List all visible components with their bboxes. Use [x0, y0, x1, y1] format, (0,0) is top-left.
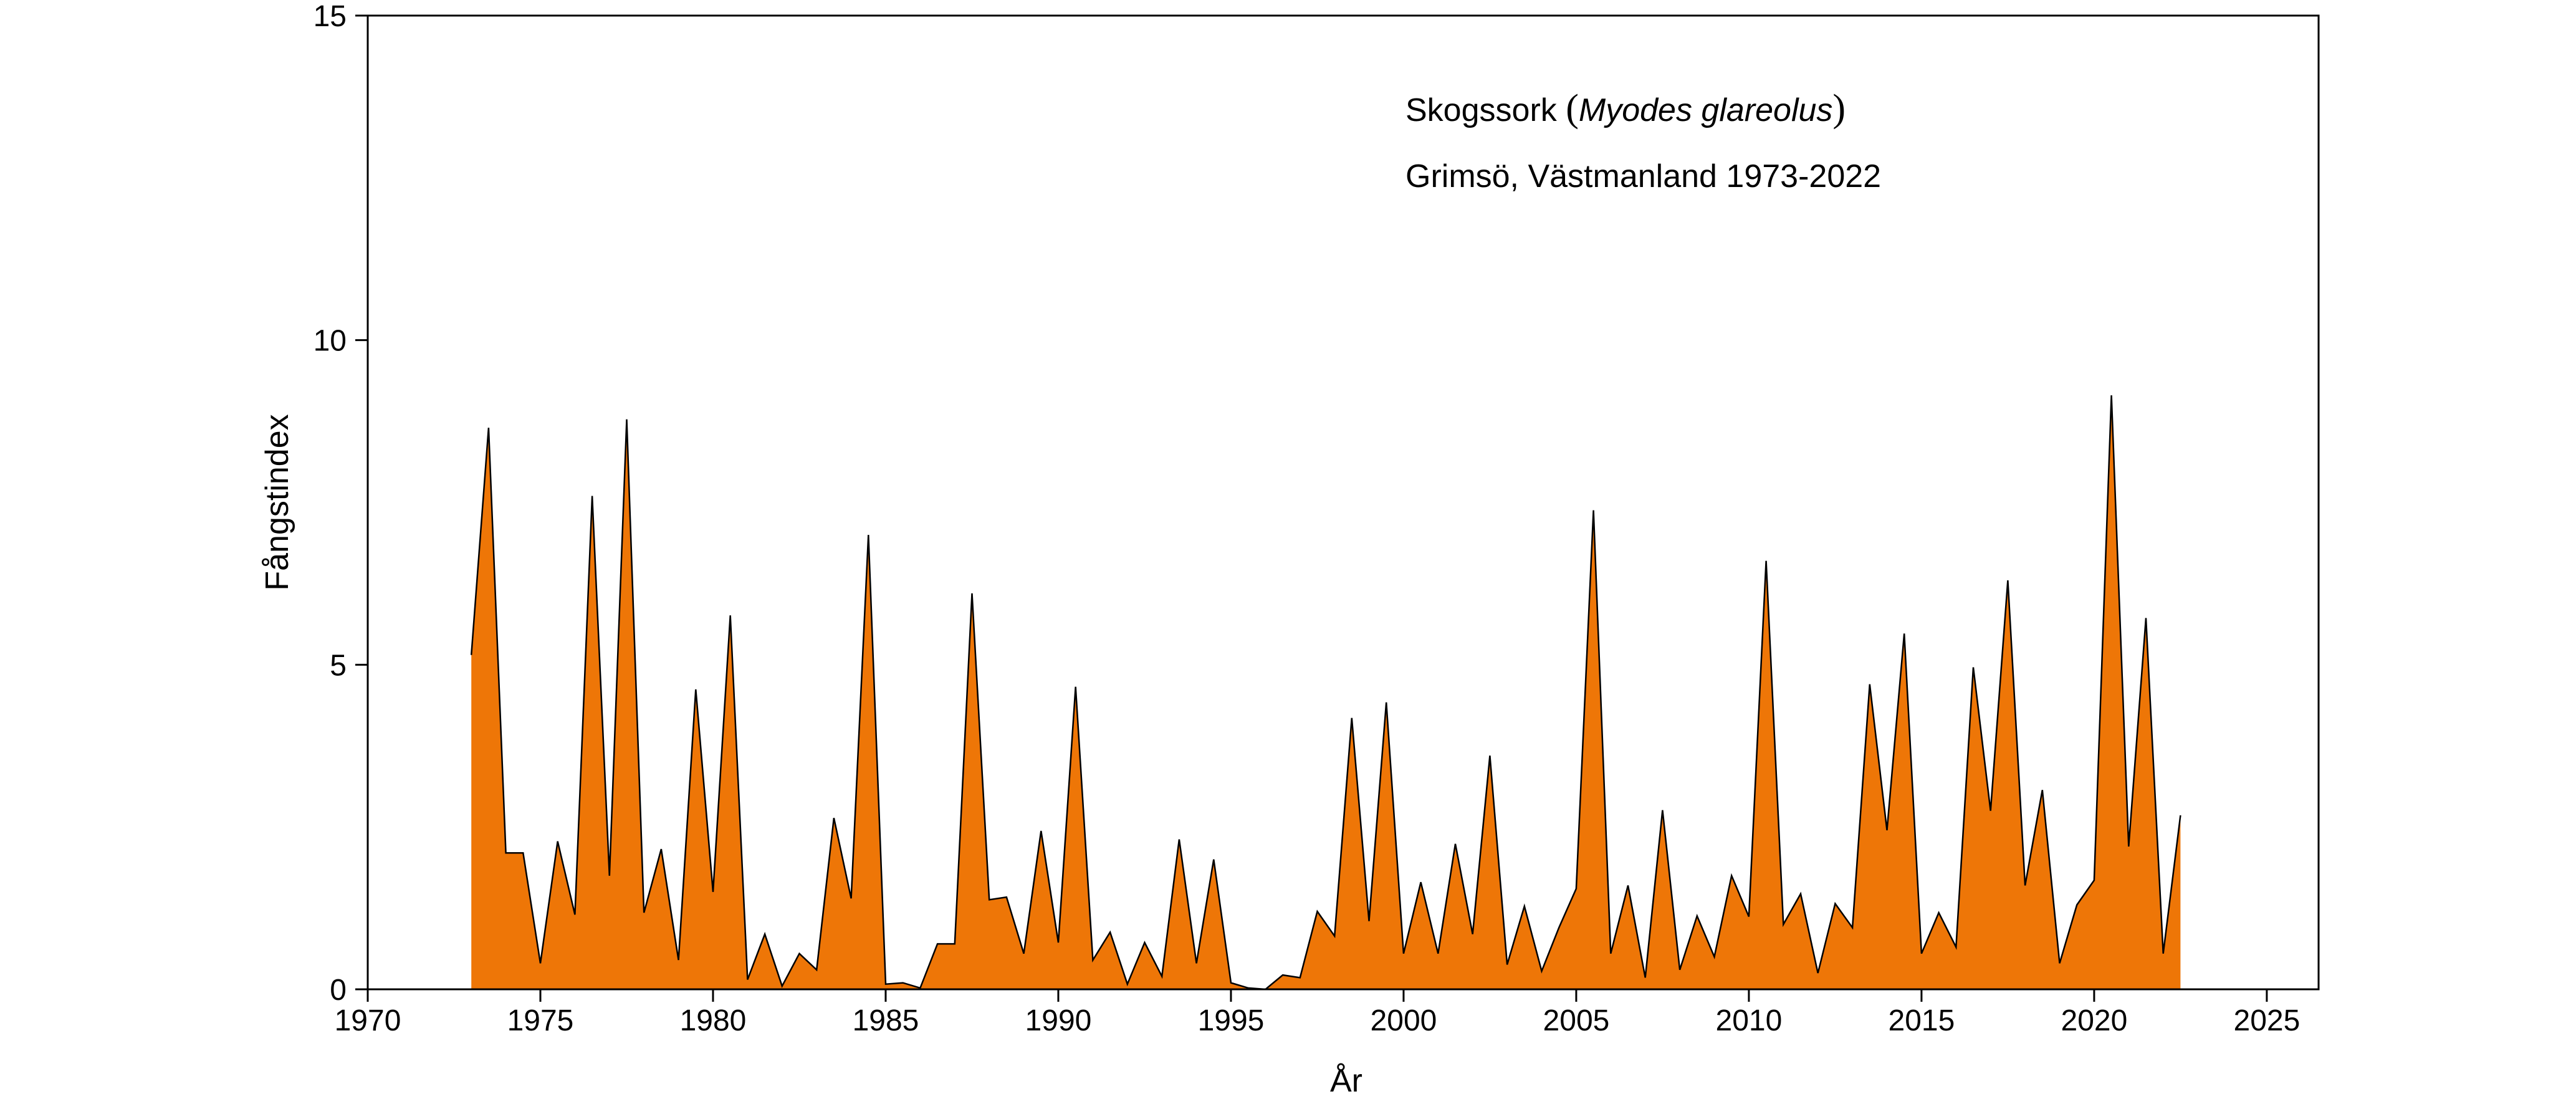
x-tick-label: 1975: [507, 1004, 574, 1037]
x-tick-label: 1990: [1025, 1004, 1092, 1037]
y-tick-label: 10: [314, 325, 347, 358]
x-tick-label: 2020: [2061, 1004, 2128, 1037]
x-tick-label: 2000: [1371, 1004, 1437, 1037]
x-axis-ticks: 1970 1975 1980 1985 1990 1995 2000 2005 2010 2015…: [335, 989, 2301, 1037]
y-axis-ticks: 0 5 10 15: [314, 0, 368, 1007]
x-tick-label: 2015: [1889, 1004, 1955, 1037]
x-tick-label: 2010: [1716, 1004, 1783, 1037]
x-tick-label: 2005: [1543, 1004, 1610, 1037]
y-tick-label: 5: [330, 649, 347, 682]
plot-frame: [366, 14, 2320, 991]
axes: [366, 14, 2320, 991]
species-annotation: Skogssork (Myodes glareolus): [1405, 87, 1846, 130]
y-tick-label: 0: [330, 974, 347, 1007]
x-tick-label: 1995: [1198, 1004, 1265, 1037]
area-fill: [471, 395, 2181, 989]
x-tick-label: 1970: [335, 1004, 401, 1037]
x-tick-label: 2025: [2234, 1004, 2301, 1037]
y-axis-title: Fångstindex: [259, 414, 295, 590]
x-tick-label: 1980: [680, 1004, 747, 1037]
area-series: [470, 395, 2181, 991]
location-annotation: Grimsö, Västmanland 1973-2022: [1405, 158, 1881, 194]
x-tick-label: 1985: [853, 1004, 919, 1037]
series-line: [470, 395, 2181, 991]
y-tick-label: 15: [314, 0, 347, 33]
x-axis-title: År: [1330, 1063, 1362, 1099]
